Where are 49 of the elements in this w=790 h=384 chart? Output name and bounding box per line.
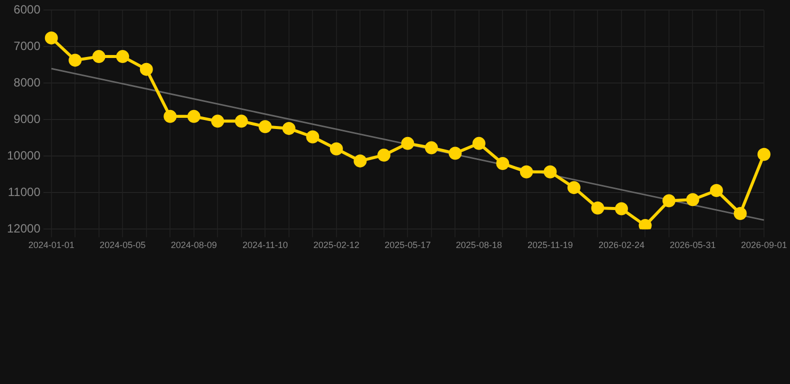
x-tick-label: 2024-11-10 bbox=[242, 240, 288, 250]
point bbox=[448, 146, 462, 160]
point bbox=[306, 130, 320, 144]
point bbox=[354, 154, 367, 168]
y-tick-label: 10000 bbox=[6, 148, 41, 163]
point bbox=[258, 120, 272, 134]
x-tick-label: 2025-02-12 bbox=[313, 240, 360, 250]
x-tick-label: 2026-05-31 bbox=[670, 240, 716, 250]
point bbox=[496, 157, 510, 170]
y-tick-label: 7000 bbox=[14, 39, 41, 54]
point bbox=[140, 62, 153, 76]
x-tick-label: 2024-05-05 bbox=[100, 240, 146, 250]
point bbox=[614, 202, 628, 216]
point bbox=[44, 31, 58, 44]
point bbox=[377, 148, 390, 162]
y-tick-label: 11000 bbox=[8, 185, 41, 200]
point bbox=[211, 114, 224, 128]
point bbox=[734, 207, 747, 220]
point bbox=[92, 50, 106, 64]
x-tick-label: 2026-09-01 bbox=[740, 240, 788, 250]
x-tick-label: 2025-08-18 bbox=[456, 240, 502, 250]
x-tick-label: 2026-02-24 bbox=[598, 240, 644, 250]
point bbox=[187, 110, 200, 123]
point bbox=[710, 184, 723, 198]
point bbox=[567, 181, 580, 194]
point bbox=[282, 122, 296, 135]
x-tick-label: 2024-01-01 bbox=[28, 240, 74, 250]
y-tick-label: 6000 bbox=[14, 2, 41, 17]
point bbox=[330, 142, 343, 156]
point bbox=[234, 114, 248, 128]
point bbox=[116, 50, 130, 64]
point bbox=[757, 148, 770, 161]
y-tick-label: 8000 bbox=[14, 76, 41, 90]
y-tick-label: 9000 bbox=[14, 112, 41, 126]
x-tick-label: 2025-05-17 bbox=[384, 240, 431, 250]
point bbox=[638, 219, 652, 230]
x-tick-label: 2024-08-09 bbox=[170, 240, 217, 250]
point bbox=[424, 141, 438, 154]
point bbox=[520, 165, 533, 178]
point bbox=[686, 193, 700, 206]
point bbox=[544, 165, 557, 178]
point bbox=[591, 202, 604, 215]
point bbox=[662, 194, 676, 208]
y-tick-label: 12000 bbox=[6, 222, 41, 236]
point bbox=[472, 136, 486, 150]
point bbox=[68, 54, 82, 67]
point bbox=[164, 110, 177, 123]
point bbox=[401, 136, 414, 150]
x-tick-label: 2025-11-19 bbox=[528, 240, 573, 250]
